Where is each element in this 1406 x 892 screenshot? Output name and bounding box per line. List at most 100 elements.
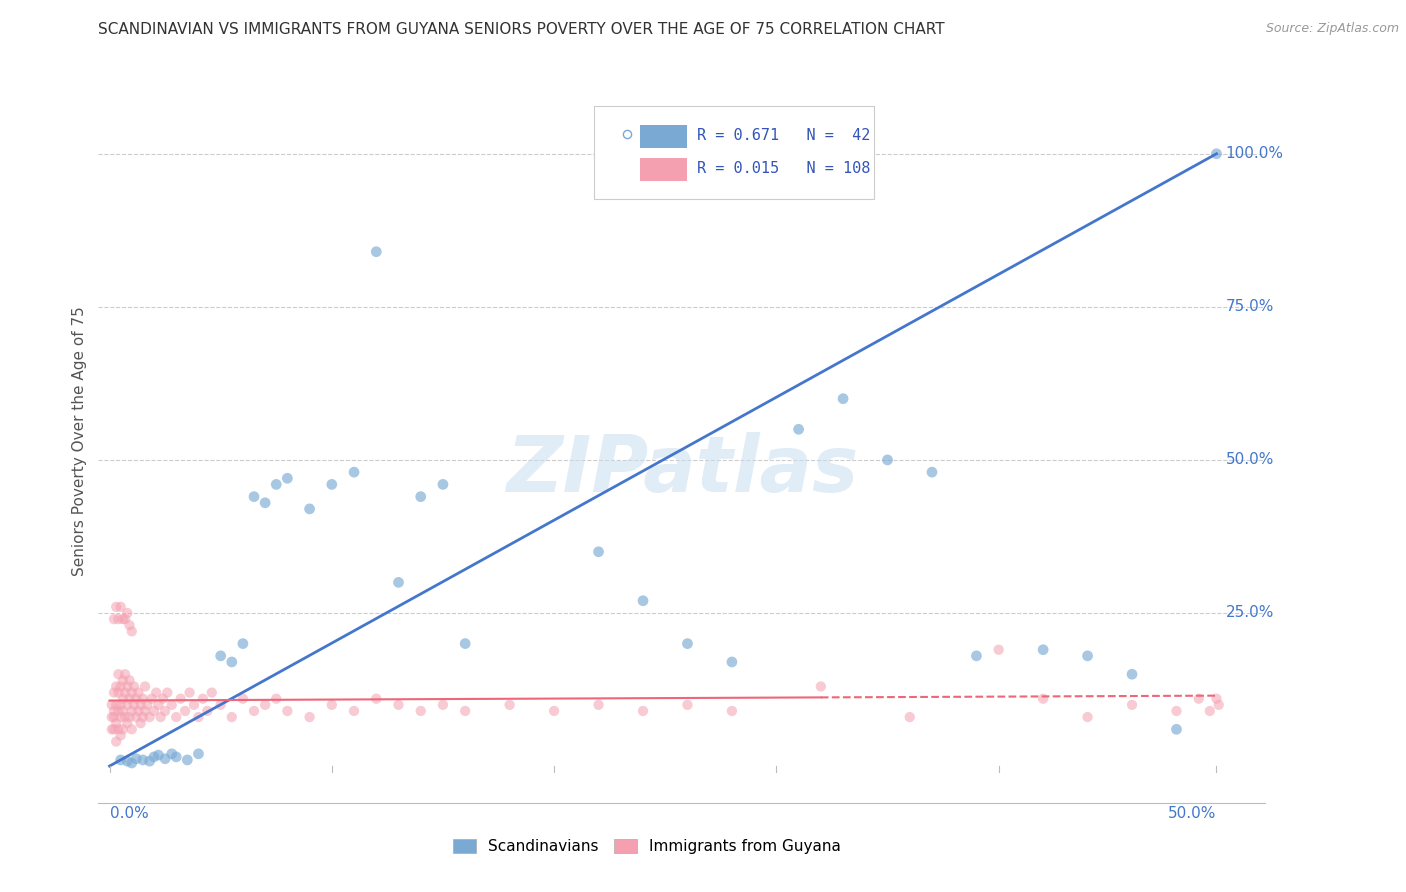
Point — [221, 655, 243, 669]
Point — [105, 698, 128, 712]
Point — [141, 691, 163, 706]
Point — [107, 723, 129, 737]
Point — [1077, 648, 1099, 663]
Point — [148, 698, 170, 712]
Point — [132, 691, 155, 706]
FancyBboxPatch shape — [595, 105, 875, 200]
Point — [129, 716, 152, 731]
Point — [221, 710, 243, 724]
Point — [134, 704, 156, 718]
Point — [114, 710, 136, 724]
Point — [1198, 704, 1220, 718]
Point — [156, 685, 179, 699]
Point — [987, 642, 1010, 657]
Point — [409, 704, 432, 718]
Point — [1205, 146, 1227, 161]
Point — [921, 465, 943, 479]
Point — [110, 680, 132, 694]
Point — [1032, 642, 1054, 657]
Point — [232, 691, 254, 706]
Point — [125, 752, 148, 766]
Point — [243, 704, 266, 718]
Point — [787, 422, 810, 436]
Point — [117, 754, 139, 768]
Point — [145, 685, 167, 699]
Point — [1208, 698, 1230, 712]
Point — [100, 710, 122, 724]
Point — [343, 704, 366, 718]
Point — [122, 680, 145, 694]
Point — [176, 753, 198, 767]
Point — [432, 698, 454, 712]
Point — [121, 624, 143, 639]
Text: R = 0.671   N =  42: R = 0.671 N = 42 — [697, 128, 870, 144]
Point — [110, 710, 132, 724]
Point — [343, 465, 366, 479]
Point — [127, 704, 149, 718]
Point — [107, 685, 129, 699]
Point — [149, 710, 172, 724]
Point — [100, 698, 122, 712]
Text: Source: ZipAtlas.com: Source: ZipAtlas.com — [1265, 22, 1399, 36]
Text: R = 0.015   N = 108: R = 0.015 N = 108 — [697, 161, 870, 176]
Point — [264, 477, 287, 491]
Point — [111, 704, 134, 718]
Point — [111, 612, 134, 626]
FancyBboxPatch shape — [640, 125, 686, 148]
Point — [114, 612, 136, 626]
Point — [183, 698, 205, 712]
Point — [179, 685, 201, 699]
Point — [243, 490, 266, 504]
Point — [117, 606, 139, 620]
Text: 0.0%: 0.0% — [110, 805, 148, 821]
Point — [498, 698, 520, 712]
Point — [1205, 691, 1227, 706]
Point — [125, 710, 148, 724]
Point — [276, 704, 298, 718]
Point — [588, 698, 610, 712]
Point — [105, 734, 128, 748]
Point — [187, 747, 209, 761]
Point — [169, 691, 191, 706]
Point — [1032, 691, 1054, 706]
Point — [174, 704, 197, 718]
Text: 75.0%: 75.0% — [1226, 300, 1274, 314]
Point — [152, 691, 174, 706]
Point — [1105, 193, 1128, 207]
Point — [121, 685, 143, 699]
Point — [631, 593, 654, 607]
Text: 100.0%: 100.0% — [1226, 146, 1284, 161]
Point — [1188, 691, 1211, 706]
Point — [366, 691, 388, 706]
Point — [117, 680, 139, 694]
Point — [1077, 710, 1099, 724]
Point — [107, 667, 129, 681]
Point — [132, 753, 155, 767]
Point — [121, 756, 143, 770]
Point — [195, 704, 218, 718]
Point — [107, 612, 129, 626]
Point — [298, 502, 321, 516]
Point — [454, 704, 477, 718]
Point — [138, 710, 160, 724]
Point — [721, 704, 744, 718]
Point — [588, 545, 610, 559]
Point — [110, 728, 132, 742]
Point — [543, 704, 565, 718]
Point — [165, 750, 187, 764]
Point — [105, 716, 128, 731]
Point — [965, 648, 987, 663]
Y-axis label: Seniors Poverty Over the Age of 75: Seniors Poverty Over the Age of 75 — [72, 307, 87, 576]
Point — [114, 685, 136, 699]
Point — [254, 698, 277, 712]
Point — [132, 710, 155, 724]
Text: SCANDINAVIAN VS IMMIGRANTS FROM GUYANA SENIORS POVERTY OVER THE AGE OF 75 CORREL: SCANDINAVIAN VS IMMIGRANTS FROM GUYANA S… — [98, 22, 945, 37]
Point — [898, 710, 921, 724]
Point — [121, 704, 143, 718]
Point — [264, 691, 287, 706]
Point — [118, 691, 141, 706]
Point — [118, 710, 141, 724]
Point — [201, 685, 224, 699]
Point — [111, 723, 134, 737]
Text: 50.0%: 50.0% — [1168, 805, 1216, 821]
